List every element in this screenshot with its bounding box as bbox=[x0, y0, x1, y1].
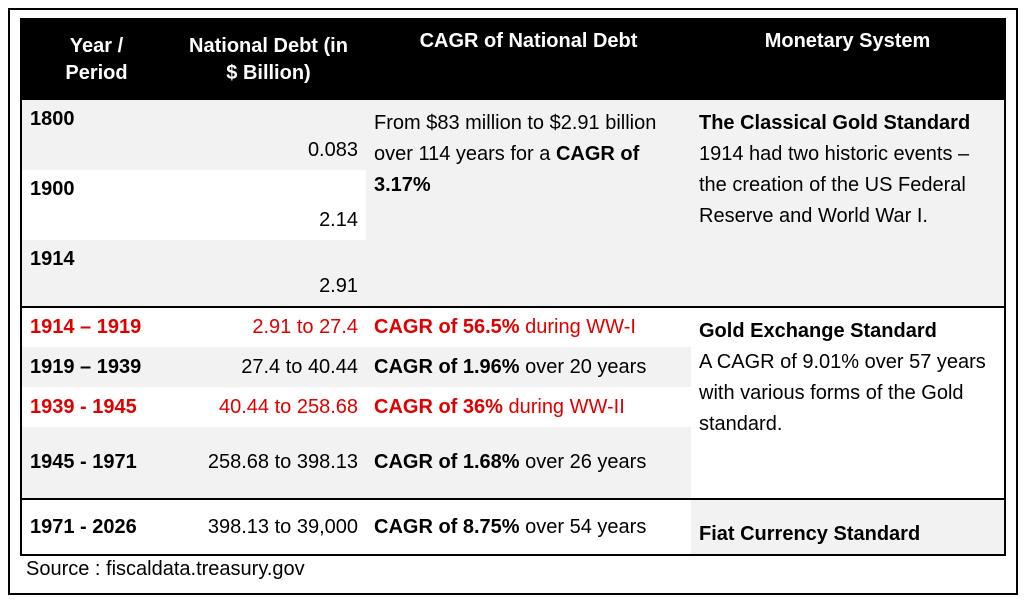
row: 1939 - 1945 40.44 to 258.68 CAGR of 36% … bbox=[21, 387, 1005, 427]
period: 1945 - 1971 bbox=[30, 451, 137, 473]
system-note: 1914 had two historic events – the creat… bbox=[699, 143, 970, 227]
system-note: A CAGR of 9.01% over 57 years with vario… bbox=[699, 351, 986, 435]
period: 1914 – 1919 bbox=[30, 316, 142, 338]
cagr-value: CAGR of 1.68% bbox=[374, 451, 520, 473]
cagr-value: CAGR of 8.75% bbox=[374, 515, 520, 538]
period: 1971 - 2026 bbox=[30, 515, 137, 538]
header-row: Year / Period National Debt (in $ Billio… bbox=[21, 19, 1005, 100]
source: Source : fiscaldata.treasury.gov bbox=[26, 558, 305, 580]
period: 1900 bbox=[30, 178, 75, 200]
system-name: Gold Exchange Standard bbox=[699, 320, 937, 342]
header-cell: CAGR of National Debt bbox=[419, 30, 638, 52]
row: 1914 2.91 bbox=[21, 240, 1005, 307]
cagr-text: over 54 years bbox=[519, 515, 647, 538]
debt: 27.4 to 40.44 bbox=[241, 355, 358, 378]
row: 1800 0.083 From $83 million to $2.91 bil… bbox=[21, 100, 1005, 307]
period: 1800 bbox=[30, 108, 75, 130]
system-name: Fiat Currency Standard bbox=[699, 523, 921, 545]
debt: 2.14 bbox=[319, 209, 358, 231]
row: 1945 - 1971 258.68 to 398.13 CAGR of 1.6… bbox=[21, 427, 1005, 499]
debt: 2.91 to 27.4 bbox=[252, 316, 358, 338]
cagr-text: during WW-II bbox=[502, 395, 625, 418]
row: 1914 – 1919 2.91 to 27.4 CAGR of 56.5% d… bbox=[21, 306, 1005, 499]
cagr-value: CAGR of 3.17% bbox=[374, 143, 640, 196]
cagr-value: CAGR of 36% bbox=[374, 395, 503, 418]
debt: 2.91 bbox=[319, 275, 358, 297]
debt: 398.13 to 39,000 bbox=[207, 515, 358, 538]
header-cell: National Debt (in $ Billion) bbox=[189, 35, 348, 84]
cagr-value: CAGR of 1.96% bbox=[374, 355, 520, 378]
debt: 40.44 to 258.68 bbox=[218, 395, 358, 418]
debt-table: Year / Period National Debt (in $ Billio… bbox=[20, 18, 1006, 556]
header-cell: Monetary System bbox=[764, 30, 931, 52]
cagr-text: during WW-I bbox=[519, 316, 636, 338]
system-name: The Classical Gold Standard bbox=[699, 112, 971, 134]
row: 1919 – 1939 27.4 to 40.44 CAGR of 1.96% … bbox=[21, 347, 1005, 387]
period: 1914 bbox=[30, 248, 75, 270]
period: 1939 - 1945 bbox=[30, 395, 137, 418]
row: 1900 2.14 bbox=[21, 170, 1005, 240]
row: 1971 - 2026 398.13 to 39,000 CAGR of 8.7… bbox=[21, 498, 1005, 555]
cagr-text: over 26 years bbox=[519, 451, 647, 473]
debt: 0.083 bbox=[307, 139, 358, 161]
debt: 258.68 to 398.13 bbox=[207, 451, 358, 473]
header-cell: Year / Period bbox=[65, 35, 128, 84]
cagr-value: CAGR of 56.5% bbox=[374, 316, 520, 338]
cagr-text: over 20 years bbox=[519, 355, 647, 378]
cagr-text: From $83 million to $2.91 billion over 1… bbox=[374, 112, 657, 165]
period: 1919 – 1939 bbox=[30, 355, 142, 378]
frame bbox=[8, 8, 1018, 595]
